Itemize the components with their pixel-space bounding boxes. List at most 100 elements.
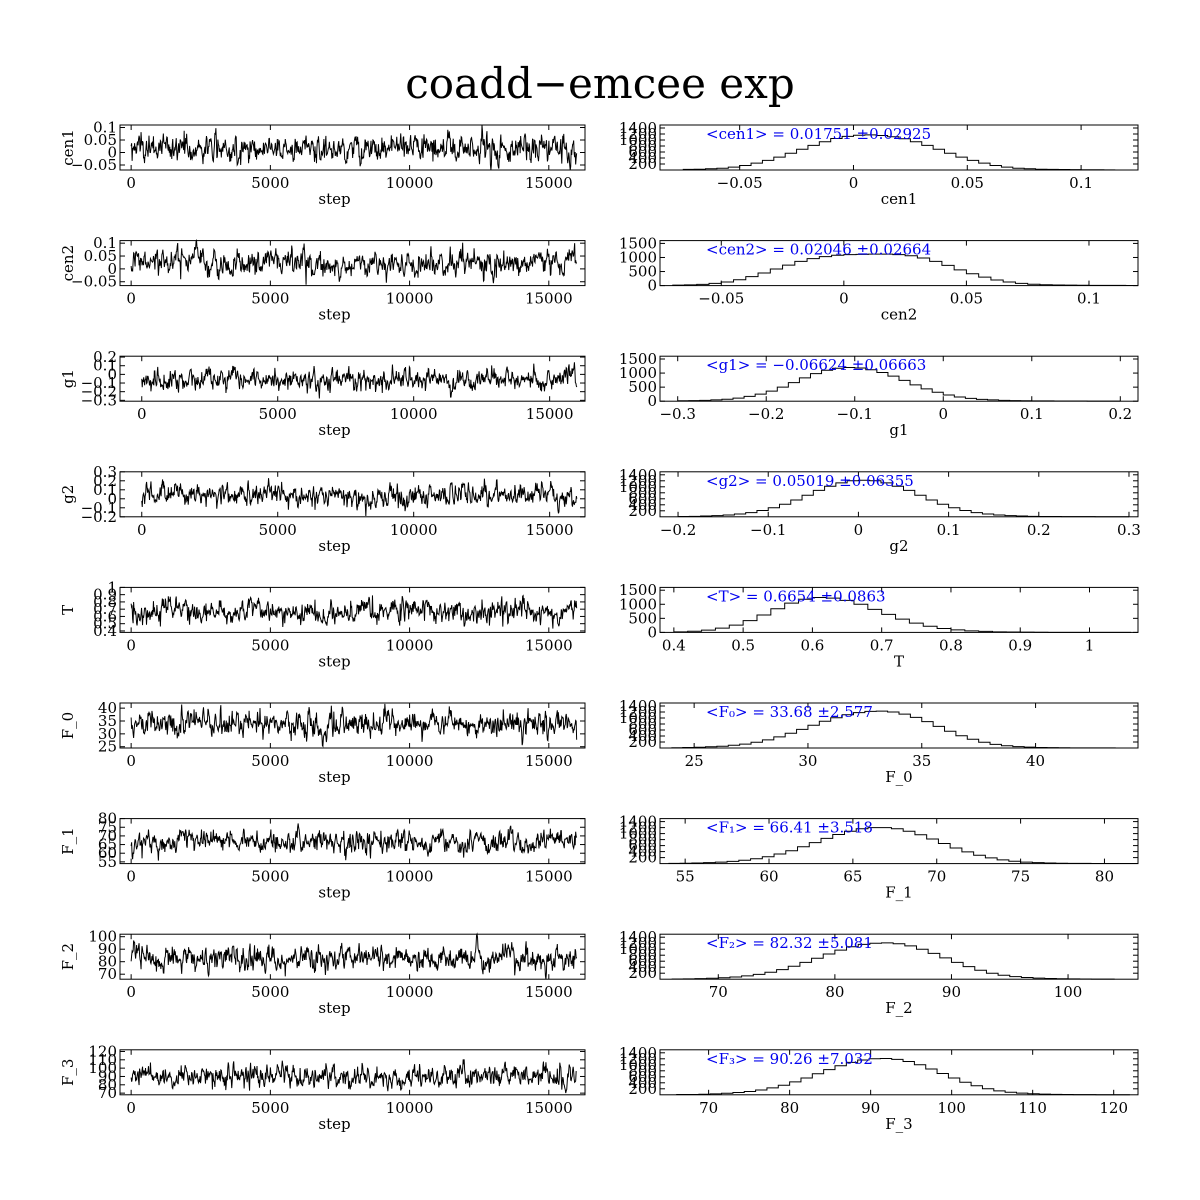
- trace-F_2-xtick-label: 10000: [386, 983, 434, 1001]
- trace-F_0-ytick-label: 35: [98, 712, 117, 730]
- hist-annotation-g1: <g1> = −0.06624 ±0.06663: [706, 356, 926, 374]
- trace-xlabel: step: [318, 884, 350, 902]
- trace-g2-ytick-label: 0.3: [93, 463, 117, 481]
- trace-g2-ytick-label: 0: [107, 490, 117, 508]
- hist-F_2-ytick-label: 1400: [619, 928, 657, 946]
- hist-g2-xtick-label: −0.2: [660, 521, 696, 539]
- hist-frame-F_1: [659, 818, 1139, 865]
- hist-steps-T: [673, 597, 1132, 633]
- trace-F_3-ytick-label: 120: [88, 1042, 117, 1060]
- trace-F_1-ytick-label: 60: [98, 844, 117, 862]
- hist-panel-g2: −0.2 −0.1 0 0.1 0.2 0.3 2004006008001000120014…: [619, 466, 1141, 555]
- hist-cen1-ytick-label: 1000: [619, 131, 657, 149]
- hist-annotation-F_2: <F₂> = 82.32 ±5.081: [706, 934, 873, 952]
- hist-steps-F_0: [671, 710, 1127, 749]
- hist-F_3-ytick-label: 1200: [619, 1050, 657, 1068]
- hist-F_1-ytick-label: 1000: [619, 825, 657, 843]
- hist-annotation-T: <T> = 0.6654 ±0.0863: [706, 587, 886, 605]
- trace-line-F_3: [130, 1059, 577, 1094]
- hist-annotation-cen1: <cen1> = 0.01751 ±0.02925: [706, 125, 931, 143]
- hist-T-xtick-label: 0.8: [939, 636, 963, 654]
- trace-F_1-xtick-label: 15000: [525, 868, 573, 886]
- trace-g1-ytick-label: −0.2: [81, 383, 117, 401]
- hist-F_2-xtick-label: 100: [1054, 983, 1083, 1001]
- hist-T-xtick-label: 0.7: [870, 636, 894, 654]
- hist-annotation-cen2: <cen2> = 0.02046 ±0.02664: [706, 241, 931, 259]
- trace-F_2-xtick-label: 5000: [251, 983, 289, 1001]
- hist-g2-ytick-label: 400: [628, 496, 657, 514]
- trace-F_3-xtick-label: 5000: [251, 1099, 289, 1117]
- hist-steps-cen2: [672, 253, 1138, 286]
- trace-xlabel: step: [318, 999, 350, 1017]
- hist-steps-F_1: [668, 827, 1138, 865]
- trace-xlabel: step: [318, 652, 350, 670]
- trace-cen2-xtick-label: 10000: [386, 290, 434, 308]
- hist-xlabel: F_3: [885, 1115, 912, 1133]
- hist-steps-F_3: [676, 1058, 1130, 1096]
- trace-F_2-ytick-label: 90: [98, 940, 117, 958]
- hist-g2-ytick-label: 1000: [619, 478, 657, 496]
- trace-g1-xtick-label: 15000: [526, 405, 574, 423]
- trace-T-ytick-label: 0.9: [93, 586, 117, 604]
- hist-F_1-xtick-label: 55: [676, 868, 695, 886]
- hist-F_2-ytick-label: 200: [628, 964, 657, 982]
- trace-frame-g2: [119, 471, 586, 518]
- trace-g2-xtick-label: 5000: [259, 521, 297, 539]
- hist-F_2-ytick-label: 800: [628, 946, 657, 964]
- trace-F_1-ytick-label: 80: [98, 810, 117, 828]
- hist-T-xtick-label: 0.6: [800, 636, 824, 654]
- hist-F_0-ytick-label: 800: [628, 715, 657, 733]
- trace-line-g1: [141, 362, 578, 399]
- hist-cen2-xtick-label: −0.05: [698, 290, 744, 308]
- hist-g2-ytick-label: 800: [628, 484, 657, 502]
- hist-cen1-ytick-label: 600: [628, 143, 657, 161]
- hist-cen2-ytick-label: 1500: [619, 234, 657, 252]
- hist-xlabel: g2: [889, 537, 908, 555]
- trace-T-xtick-label: 15000: [525, 636, 573, 654]
- hist-cen2-ytick-label: 1000: [619, 248, 657, 266]
- hist-cen1-ytick-label: 1400: [619, 119, 657, 137]
- hist-T-xtick-label: 1: [1085, 636, 1095, 654]
- trace-g2-ytick-label: −0.1: [81, 499, 117, 517]
- hist-F_3-xtick-label: 90: [861, 1099, 880, 1117]
- trace-cen1-xtick-label: 0: [126, 174, 136, 192]
- hist-F_0-xtick-label: 35: [912, 752, 931, 770]
- hist-g1-xtick-label: −0.3: [659, 405, 695, 423]
- trace-T-xtick-label: 0: [126, 636, 136, 654]
- trace-T-xtick-label: 5000: [251, 636, 289, 654]
- hist-cen1-ytick-label: 400: [628, 149, 657, 167]
- hist-g2-xtick-label: 0.2: [1027, 521, 1051, 539]
- hist-F_1-ytick-label: 600: [628, 837, 657, 855]
- trace-xlabel: step: [318, 537, 350, 555]
- trace-frame-g1: [119, 355, 586, 402]
- trace-frame-F_3: [119, 1049, 586, 1096]
- hist-g2-xtick-label: 0.1: [937, 521, 961, 539]
- hist-F_3-ytick-label: 200: [628, 1080, 657, 1098]
- hist-g1-ytick-label: 1000: [619, 364, 657, 382]
- trace-frame-T: [119, 586, 586, 633]
- hist-g2-xtick-label: 0.3: [1117, 521, 1141, 539]
- hist-steps-cen1: [682, 134, 1116, 171]
- trace-g1-ytick-label: 0.1: [93, 357, 117, 375]
- hist-F_2-ytick-label: 1200: [619, 934, 657, 952]
- hist-g1-xtick-label: −0.1: [837, 405, 873, 423]
- hist-cen1-xtick-label: 0.1: [1069, 174, 1093, 192]
- hist-frame-F_3: [659, 1049, 1139, 1096]
- trace-T-ytick-label: 0.6: [93, 607, 117, 625]
- trace-cen1-xtick-label: 10000: [386, 174, 434, 192]
- trace-ylabel: F_0: [59, 712, 77, 739]
- trace-g1-ytick-label: −0.3: [81, 391, 117, 409]
- hist-xlabel: T: [894, 652, 904, 670]
- trace-line-F_1: [130, 823, 578, 861]
- trace-frame-F_1: [119, 818, 586, 865]
- trace-xlabel: step: [318, 1115, 350, 1133]
- trace-g1-xtick-label: 0: [137, 405, 147, 423]
- hist-annotation-F_0: <F₀> = 33.68 ±2.577: [706, 703, 873, 721]
